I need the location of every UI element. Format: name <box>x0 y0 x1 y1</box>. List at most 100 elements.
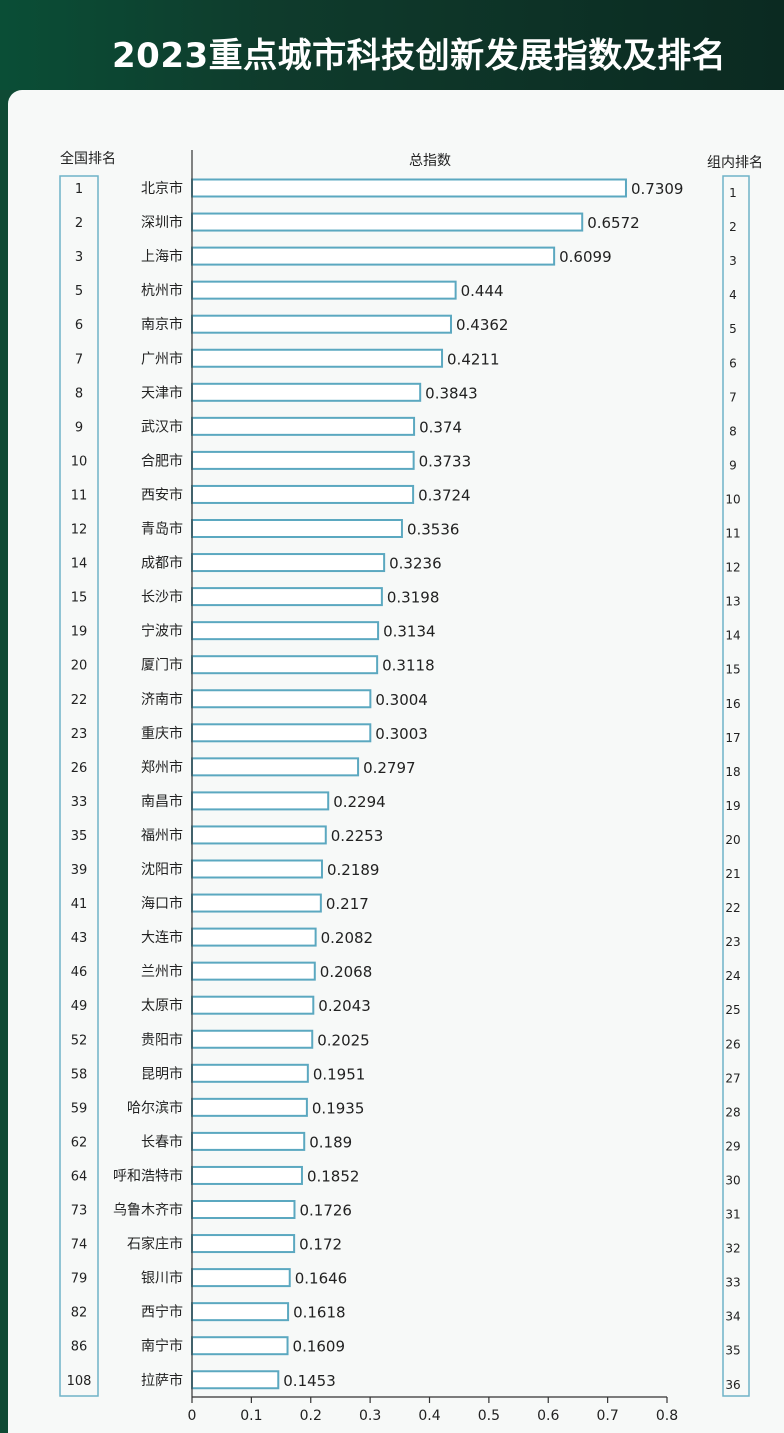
national-rank: 20 <box>71 659 88 674</box>
group-rank-header: 组内排名 <box>707 155 763 171</box>
bar <box>191 314 452 334</box>
bar <box>191 1131 306 1151</box>
national-rank: 41 <box>71 897 88 912</box>
bar <box>191 927 317 947</box>
group-rank: 25 <box>725 1003 740 1017</box>
x-tick-label: 0.8 <box>656 1408 678 1424</box>
value-label: 0.3724 <box>418 486 471 504</box>
value-label: 0.2068 <box>320 963 373 981</box>
bar <box>191 1029 314 1049</box>
national-rank: 1 <box>75 182 83 197</box>
national-rank: 7 <box>75 352 83 367</box>
national-rank: 9 <box>75 420 83 435</box>
national-rank: 108 <box>67 1374 92 1389</box>
bar <box>191 1097 308 1117</box>
city-label: 南昌市 <box>141 793 183 810</box>
bar <box>191 1165 303 1185</box>
city-label: 郑州市 <box>141 759 183 776</box>
national-rank: 52 <box>71 1033 88 1048</box>
bar <box>191 416 416 436</box>
bar <box>191 1268 291 1288</box>
city-label: 西安市 <box>141 486 183 503</box>
bar <box>191 1200 296 1219</box>
national-rank-frame <box>59 175 99 1397</box>
x-tick-label: 0.7 <box>596 1408 618 1424</box>
value-label: 0.2025 <box>317 1031 370 1049</box>
city-label: 上海市 <box>141 248 183 265</box>
group-rank: 22 <box>725 901 740 915</box>
city-label: 呼和浩特市 <box>113 1167 183 1184</box>
group-rank: 1 <box>729 186 737 200</box>
bar <box>191 450 415 470</box>
group-rank: 36 <box>725 1378 740 1392</box>
group-rank: 7 <box>729 390 737 404</box>
group-rank: 6 <box>729 356 737 370</box>
group-rank: 23 <box>725 935 740 949</box>
city-label: 青岛市 <box>141 521 183 538</box>
national-rank: 14 <box>71 557 88 572</box>
city-label: 昆明市 <box>141 1065 183 1082</box>
city-label: 长沙市 <box>141 589 183 606</box>
value-label: 0.3843 <box>425 384 478 402</box>
group-rank: 11 <box>725 527 740 541</box>
national-rank: 2 <box>75 216 83 231</box>
national-rank: 79 <box>71 1272 88 1287</box>
national-rank: 33 <box>71 795 88 810</box>
value-label: 0.1726 <box>299 1202 352 1220</box>
city-label: 兰州市 <box>141 963 183 980</box>
city-label: 北京市 <box>141 180 183 197</box>
value-label: 0.3134 <box>383 623 436 641</box>
value-label: 0.4362 <box>456 316 509 334</box>
bar <box>191 382 422 402</box>
value-label: 0.7309 <box>631 180 684 198</box>
national-rank: 11 <box>71 488 88 503</box>
value-label: 0.1646 <box>295 1270 348 1288</box>
bar <box>191 825 327 845</box>
city-label: 贵阳市 <box>141 1031 183 1048</box>
national-rank: 73 <box>71 1204 88 1219</box>
bar <box>191 893 322 913</box>
x-tick-label: 0.2 <box>300 1408 322 1424</box>
value-label: 0.1618 <box>293 1304 346 1322</box>
chart-card <box>8 90 784 1433</box>
value-label: 0.3236 <box>389 555 442 573</box>
national-rank: 8 <box>75 386 83 401</box>
city-label: 大连市 <box>141 929 183 946</box>
value-label: 0.172 <box>299 1236 342 1254</box>
value-label: 0.2082 <box>321 929 374 947</box>
group-rank: 20 <box>725 833 740 847</box>
bar <box>191 280 457 300</box>
value-label: 0.1951 <box>313 1065 366 1083</box>
city-label: 宁波市 <box>141 623 183 640</box>
national-rank: 39 <box>71 863 88 878</box>
bar <box>191 587 383 607</box>
value-label: 0.6099 <box>559 248 612 266</box>
x-tick-label: 0.3 <box>359 1408 381 1424</box>
group-rank: 30 <box>725 1173 740 1187</box>
bar <box>191 689 372 709</box>
bar <box>191 212 584 232</box>
national-rank: 64 <box>71 1169 88 1184</box>
group-rank: 9 <box>729 458 737 472</box>
group-rank: 2 <box>729 220 737 234</box>
group-rank-frame <box>722 175 750 1397</box>
national-rank-header: 全国排名 <box>60 150 116 167</box>
city-label: 哈尔滨市 <box>127 1099 183 1116</box>
bar <box>191 859 323 879</box>
bar <box>191 348 444 368</box>
bar <box>191 1336 289 1356</box>
national-rank: 35 <box>71 829 88 844</box>
national-rank: 6 <box>75 318 83 333</box>
city-label: 银川市 <box>141 1270 183 1287</box>
group-rank: 3 <box>729 254 737 268</box>
group-rank: 16 <box>725 697 740 711</box>
city-label: 重庆市 <box>141 725 183 742</box>
city-label: 福州市 <box>141 827 183 844</box>
bar <box>191 178 627 198</box>
value-label: 0.374 <box>419 418 462 436</box>
bar <box>191 961 316 981</box>
city-label: 南宁市 <box>141 1338 183 1355</box>
group-rank: 4 <box>729 288 737 302</box>
bar <box>191 1063 309 1083</box>
